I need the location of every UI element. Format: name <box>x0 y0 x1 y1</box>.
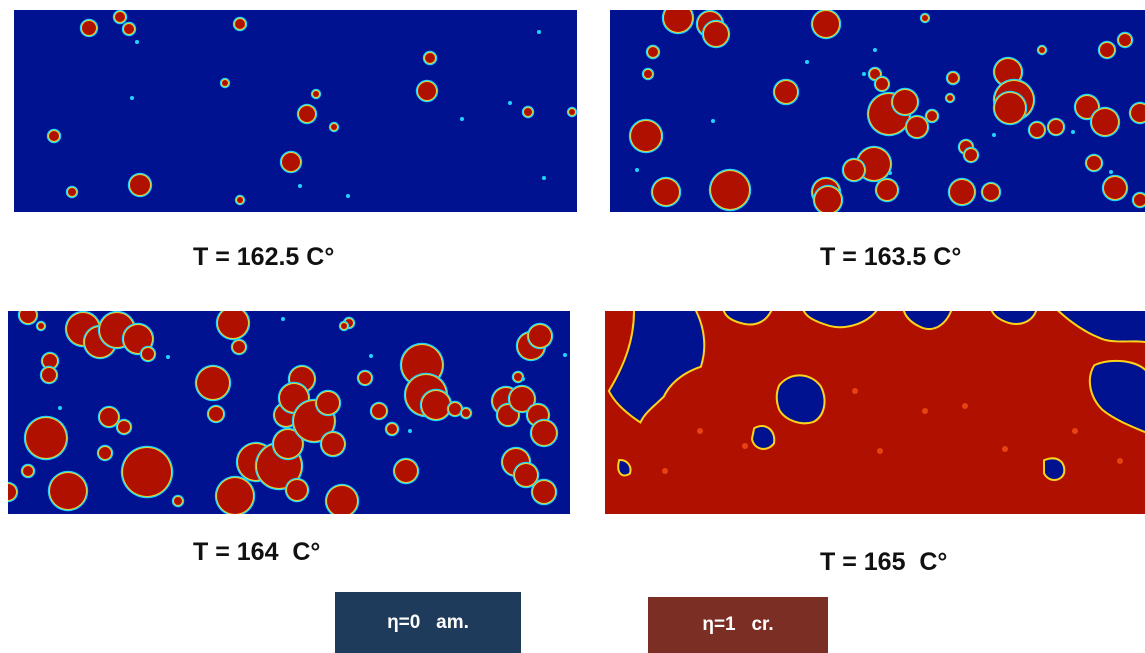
phase-field-image-1 <box>14 10 577 212</box>
legend-amorphous-label: η=0 am. <box>387 611 469 633</box>
simulation-panel-2 <box>610 10 1145 212</box>
phase-field-image-4 <box>605 311 1145 514</box>
simulation-panel-1 <box>14 10 577 212</box>
temperature-caption-3: T = 164 C° <box>193 538 321 566</box>
phase-field-image-2 <box>610 10 1145 212</box>
legend-crystalline-box: η=1 cr. <box>648 597 828 653</box>
simulation-panel-3 <box>8 311 570 514</box>
simulation-panel-4 <box>605 311 1145 514</box>
temperature-caption-2: T = 163.5 C° <box>820 243 962 271</box>
legend-crystalline-label: η=1 cr. <box>702 614 774 635</box>
phase-field-image-3 <box>8 311 570 514</box>
temperature-caption-4: T = 165 C° <box>820 548 948 576</box>
legend-amorphous-box: η=0 am. <box>335 592 521 653</box>
temperature-caption-1: T = 162.5 C° <box>193 243 335 271</box>
